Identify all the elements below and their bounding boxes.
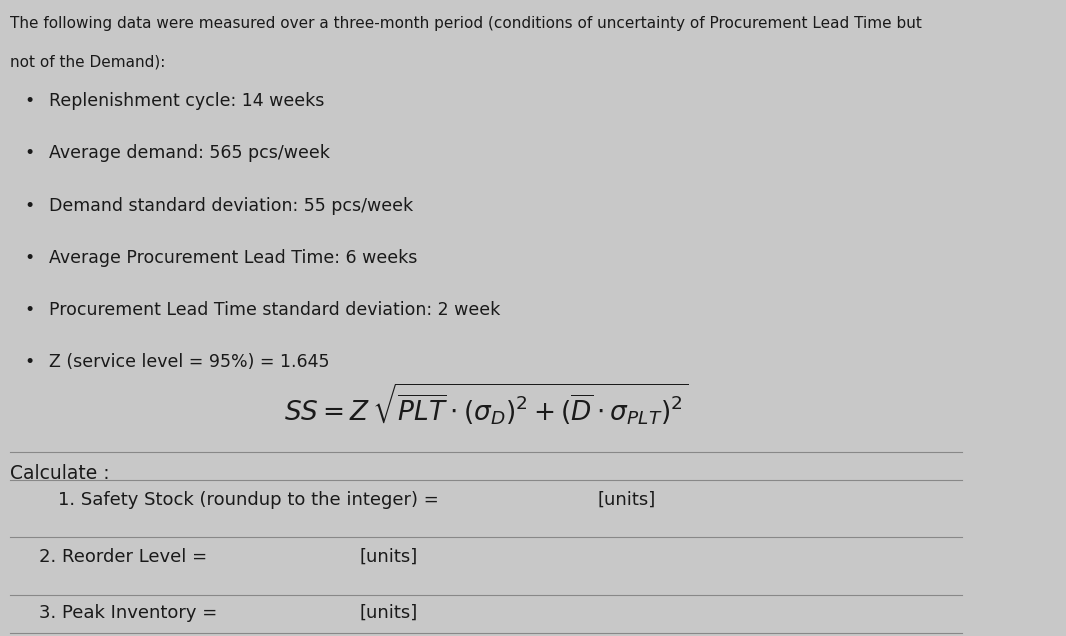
Text: 1. Safety Stock (roundup to the integer) =: 1. Safety Stock (roundup to the integer)… [59, 491, 439, 509]
Text: Procurement Lead Time standard deviation: 2 week: Procurement Lead Time standard deviation… [49, 301, 500, 319]
Text: [units]: [units] [598, 491, 656, 509]
Text: 3. Peak Inventory =: 3. Peak Inventory = [38, 604, 217, 622]
Text: Calculate :: Calculate : [10, 464, 110, 483]
Text: Demand standard deviation: 55 pcs/week: Demand standard deviation: 55 pcs/week [49, 197, 413, 214]
Text: •: • [25, 92, 34, 110]
Text: Z (service level = 95%) = 1.645: Z (service level = 95%) = 1.645 [49, 353, 329, 371]
Text: Average Procurement Lead Time: 6 weeks: Average Procurement Lead Time: 6 weeks [49, 249, 417, 266]
Text: 2. Reorder Level =: 2. Reorder Level = [38, 548, 207, 566]
Text: Replenishment cycle: 14 weeks: Replenishment cycle: 14 weeks [49, 92, 324, 110]
Text: [units]: [units] [359, 548, 418, 566]
Text: [units]: [units] [359, 604, 418, 622]
Text: •: • [25, 301, 34, 319]
Text: •: • [25, 197, 34, 214]
Text: •: • [25, 353, 34, 371]
Text: •: • [25, 249, 34, 266]
Text: The following data were measured over a three-month period (conditions of uncert: The following data were measured over a … [10, 16, 922, 31]
Text: Average demand: 565 pcs/week: Average demand: 565 pcs/week [49, 144, 329, 162]
Text: not of the Demand):: not of the Demand): [10, 54, 165, 69]
Text: •: • [25, 144, 34, 162]
Text: $SS = Z\,\sqrt{\overline{PLT}\cdot(\sigma_D)^2 + (\overline{D}\cdot\sigma_{PLT}): $SS = Z\,\sqrt{\overline{PLT}\cdot(\sigm… [284, 381, 689, 427]
